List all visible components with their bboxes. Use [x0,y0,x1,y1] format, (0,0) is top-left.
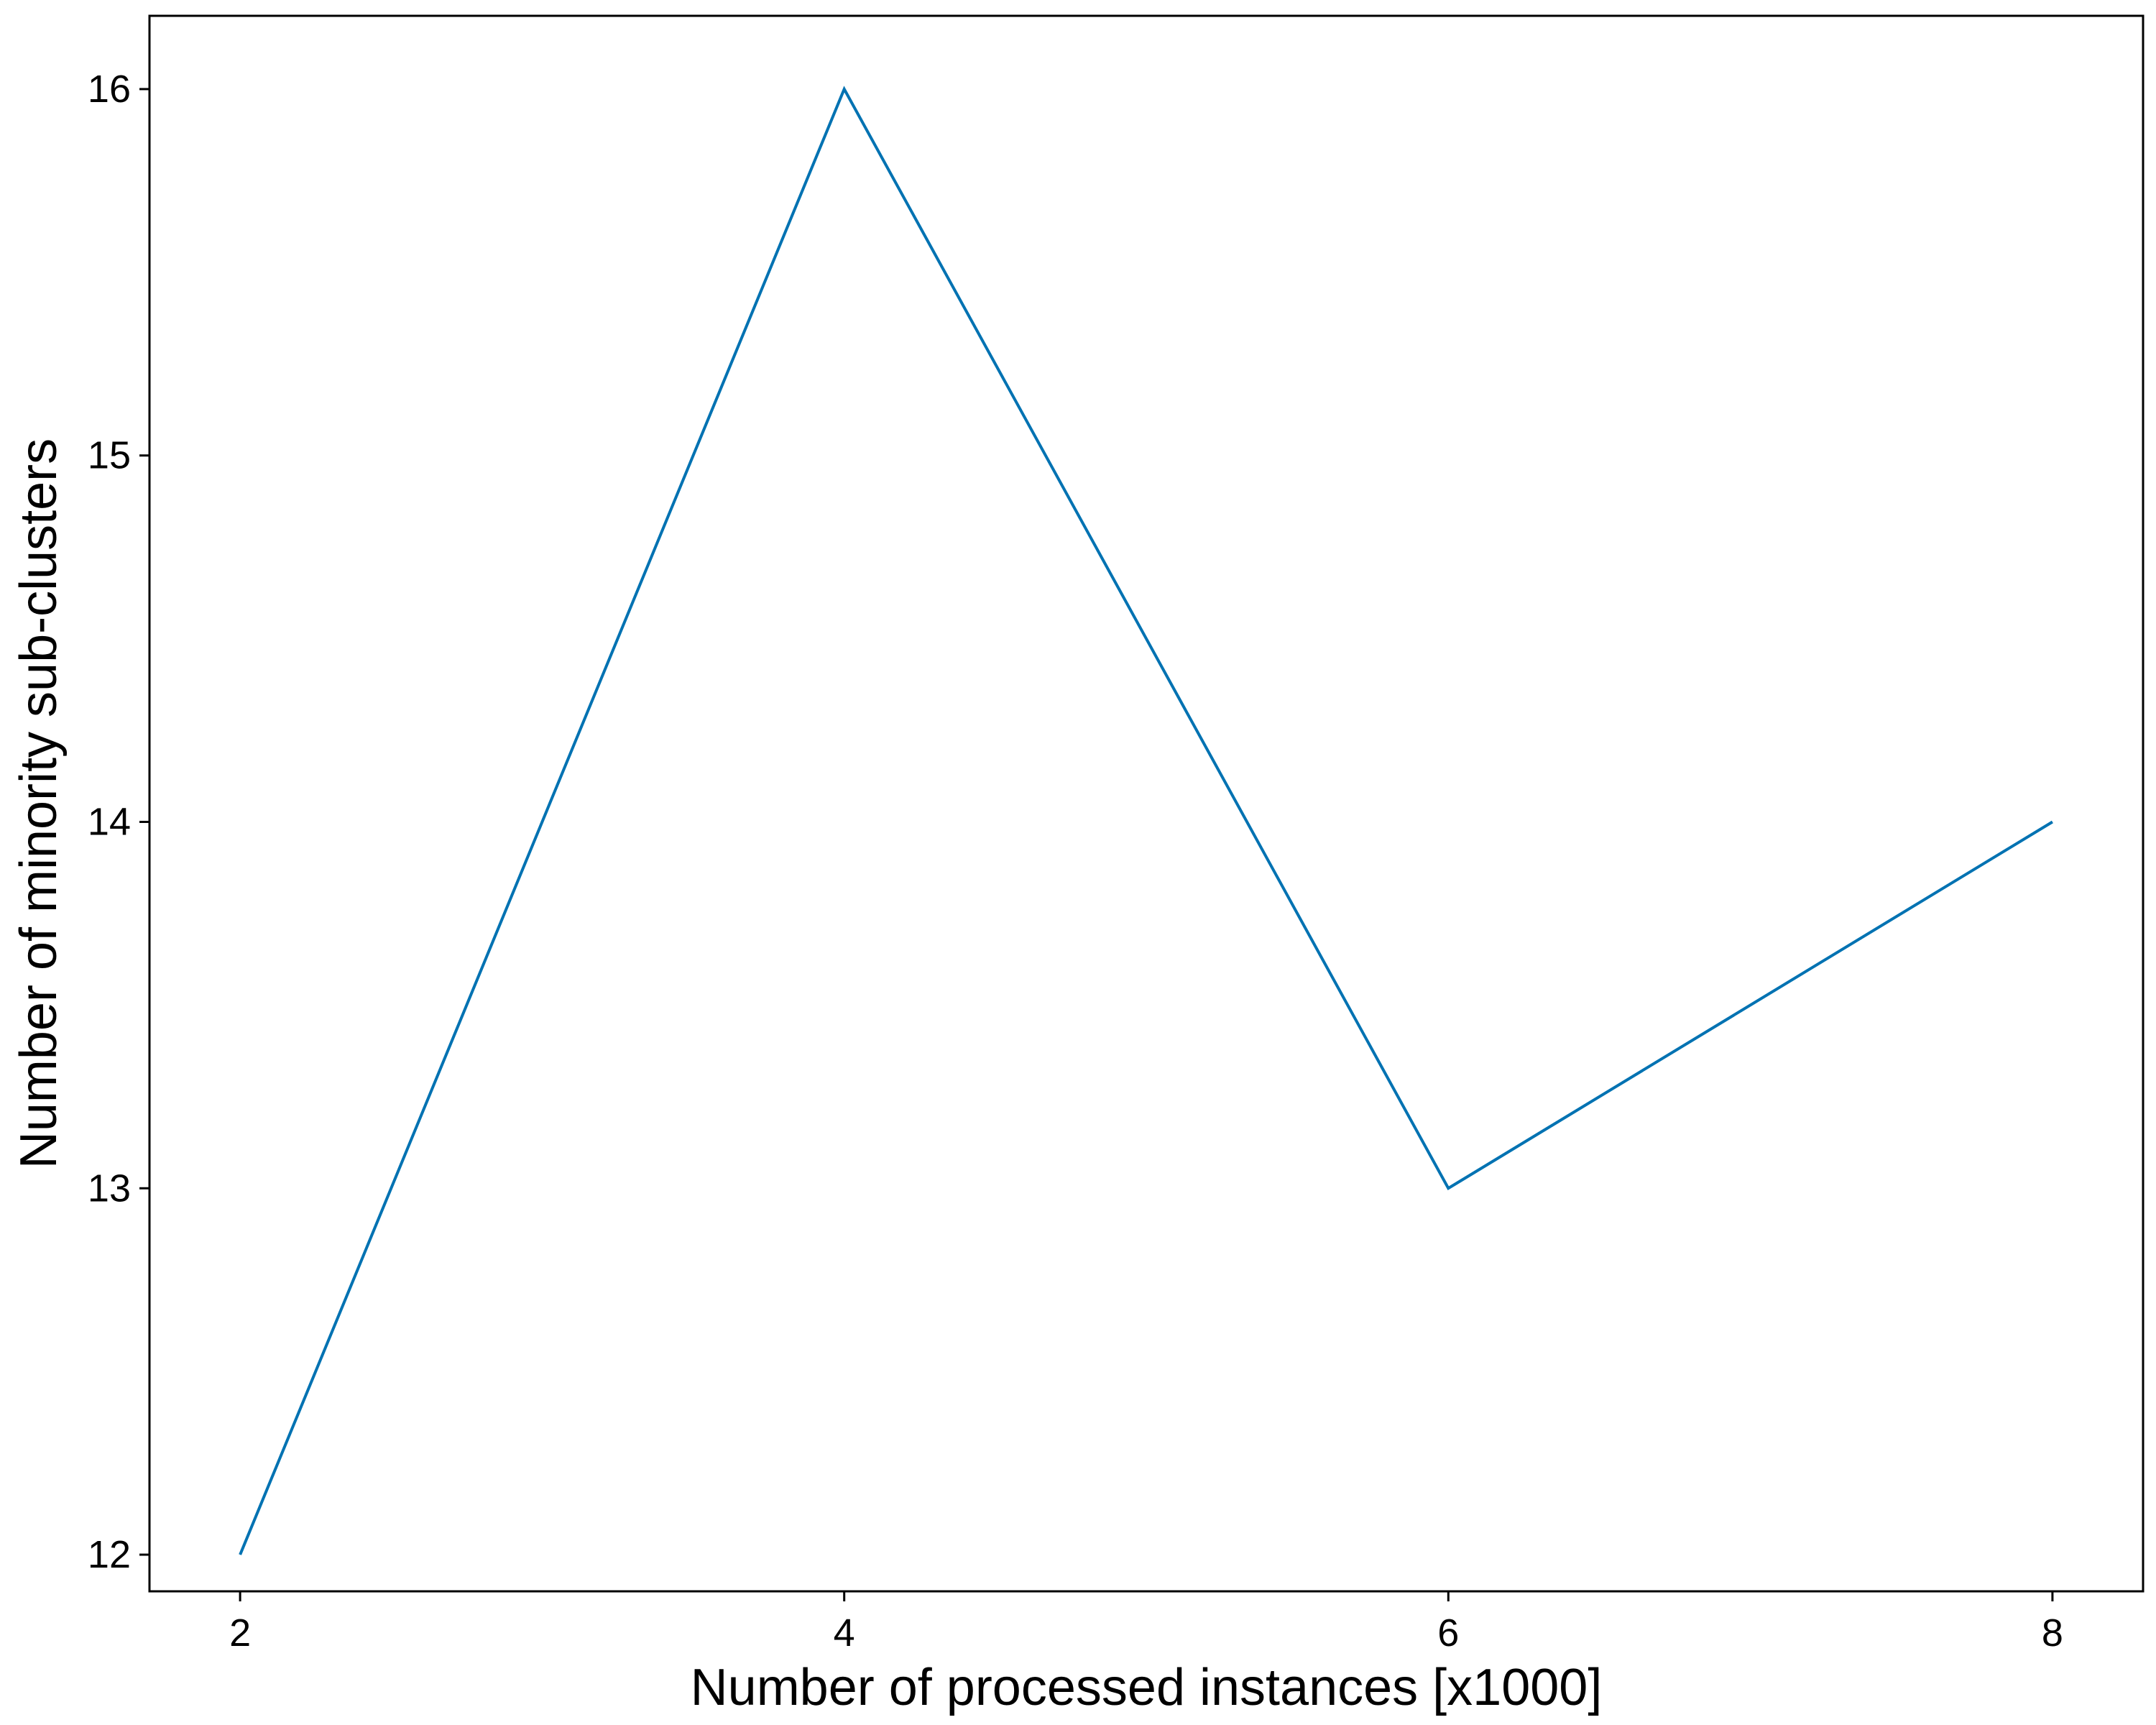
x-tick-label: 6 [1437,1611,1459,1655]
y-axis-title: Number of minority sub-clusters [10,438,68,1169]
y-axis-ticks: 12 13 14 15 16 [88,68,149,1576]
y-tick-label: 13 [88,1167,131,1210]
y-tick-label: 16 [88,68,131,111]
series-layer [239,86,2053,1555]
y-tick-label: 14 [88,800,131,843]
x-tick-label: 2 [229,1611,251,1655]
x-axis-ticks: 2 4 6 8 [229,1591,2063,1655]
x-tick-label: 4 [834,1611,855,1655]
x-tick-label: 8 [2042,1611,2063,1655]
x-axis-title: Number of processed instances [x1000] [691,1659,1603,1716]
series-line [239,86,2053,1555]
plot-panel-border [148,14,2145,1593]
y-tick-label: 15 [88,434,131,477]
y-tick-label: 12 [88,1533,131,1576]
